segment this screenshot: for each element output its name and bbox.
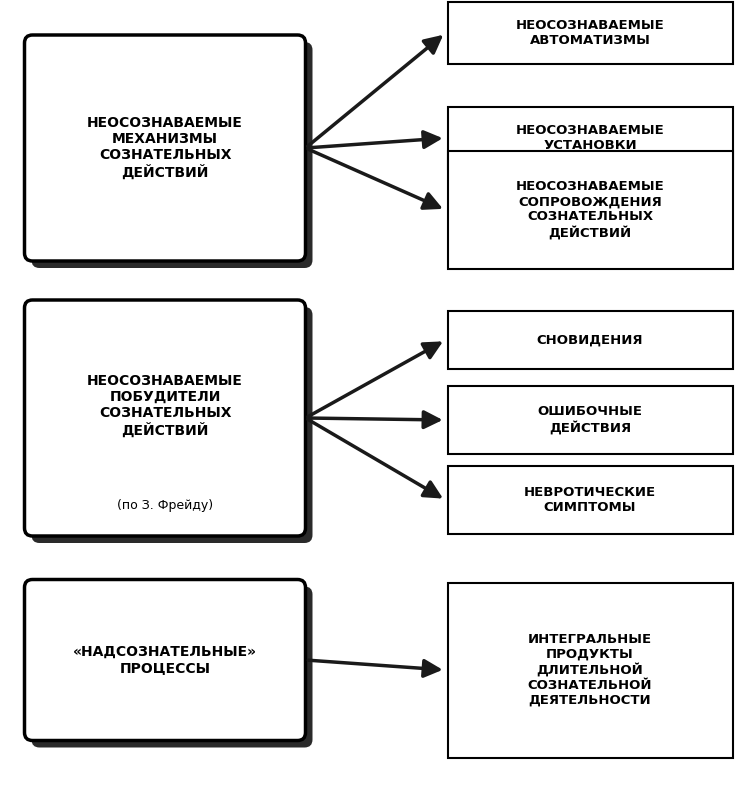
- Text: НЕОСОЗНАВАЕМЫЕ
АВТОМАТИЗМЫ: НЕОСОЗНАВАЕМЫЕ АВТОМАТИЗМЫ: [515, 19, 665, 47]
- Bar: [448, 107, 733, 169]
- Bar: [448, 466, 733, 534]
- Text: (по З. Фрейду): (по З. Фрейду): [117, 499, 213, 513]
- FancyBboxPatch shape: [31, 586, 313, 747]
- FancyBboxPatch shape: [31, 42, 313, 268]
- Text: «НАДСОЗНАТЕЛЬНЫЕ»
ПРОЦЕССЫ: «НАДСОЗНАТЕЛЬНЫЕ» ПРОЦЕССЫ: [73, 645, 257, 675]
- FancyBboxPatch shape: [31, 307, 313, 543]
- Bar: [448, 311, 733, 369]
- Text: ИНТЕГРАЛЬНЫЕ
ПРОДУКТЫ
ДЛИТЕЛЬНОЙ
СОЗНАТЕЛЬНОЙ
ДЕЯТЕЛЬНОСТИ: ИНТЕГРАЛЬНЫЕ ПРОДУКТЫ ДЛИТЕЛЬНОЙ СОЗНАТЕ…: [527, 633, 652, 707]
- FancyBboxPatch shape: [25, 35, 306, 261]
- Bar: [448, 151, 733, 269]
- Text: НЕОСОЗНАВАЕМЫЕ
УСТАНОВКИ: НЕОСОЗНАВАЕМЫЕ УСТАНОВКИ: [515, 124, 665, 152]
- Text: НЕОСОЗНАВАЕМЫЕ
СОПРОВОЖДЕНИЯ
СОЗНАТЕЛЬНЫХ
ДЕЙСТВИЙ: НЕОСОЗНАВАЕМЫЕ СОПРОВОЖДЕНИЯ СОЗНАТЕЛЬНЫ…: [515, 181, 665, 239]
- Bar: [448, 386, 733, 454]
- FancyBboxPatch shape: [25, 579, 306, 741]
- Text: ОШИБОЧНЫЕ
ДЕЙСТВИЯ: ОШИБОЧНЫЕ ДЕЙСТВИЯ: [538, 406, 642, 434]
- Bar: [448, 2, 733, 64]
- Text: НЕВРОТИЧЕСКИЕ
СИМПТОМЫ: НЕВРОТИЧЕСКИЕ СИМПТОМЫ: [524, 486, 656, 514]
- Text: СНОВИДЕНИЯ: СНОВИДЕНИЯ: [537, 334, 643, 346]
- Text: НЕОСОЗНАВАЕМЫЕ
ПОБУДИТЕЛИ
СОЗНАТЕЛЬНЫХ
ДЕЙСТВИЙ: НЕОСОЗНАВАЕМЫЕ ПОБУДИТЕЛИ СОЗНАТЕЛЬНЫХ Д…: [87, 374, 243, 438]
- Text: НЕОСОЗНАВАЕМЫЕ
МЕХАНИЗМЫ
СОЗНАТЕЛЬНЫХ
ДЕЙСТВИЙ: НЕОСОЗНАВАЕМЫЕ МЕХАНИЗМЫ СОЗНАТЕЛЬНЫХ ДЕ…: [87, 116, 243, 180]
- Bar: [448, 582, 733, 758]
- FancyBboxPatch shape: [25, 300, 306, 536]
